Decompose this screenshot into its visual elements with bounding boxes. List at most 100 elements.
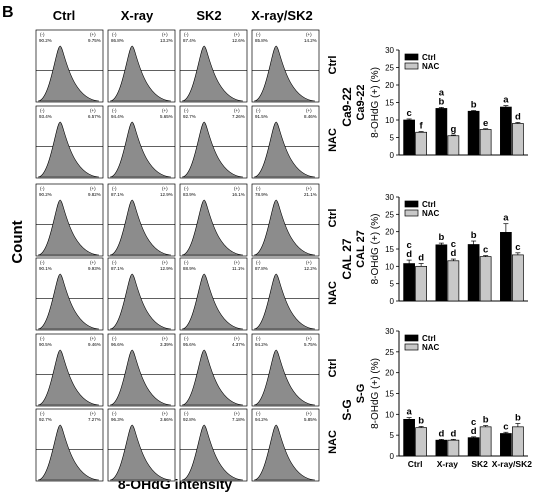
y-tick-label: 25 xyxy=(385,64,394,73)
significance-letter: b xyxy=(438,232,444,243)
gate-neg-value: 91.5% xyxy=(255,114,268,119)
gate-pos-value: 7.18% xyxy=(232,417,245,422)
legend-label-ctrl: Ctrl xyxy=(422,334,436,343)
bar-nac xyxy=(447,135,460,156)
bar-nac xyxy=(512,426,524,457)
y-tick-label: 10 xyxy=(385,116,394,125)
gate-neg-label: (-) xyxy=(184,32,189,37)
histogram-peak xyxy=(37,273,100,330)
gate-neg-value: 85.8% xyxy=(255,38,268,43)
gate-neg-label: (-) xyxy=(112,411,117,416)
y-axis-label: 8-OHdG (+) (%) xyxy=(370,358,381,429)
gate-pos-value: 12.6% xyxy=(232,38,245,43)
gate-pos-label: (+) xyxy=(234,336,240,341)
y-tick-label: 20 xyxy=(385,228,394,237)
significance-letter: c xyxy=(483,245,488,256)
gate-neg-value: 94.2% xyxy=(255,342,268,347)
y-tick-label: 20 xyxy=(385,81,394,90)
legend-swatch-nac xyxy=(404,343,419,351)
bar-ctrl xyxy=(500,433,512,457)
x-tick-label: Ctrl xyxy=(408,459,423,469)
gate-neg-label: (-) xyxy=(112,32,117,37)
bar-nac xyxy=(415,265,427,302)
gate-pos-value: 7.27% xyxy=(88,417,101,422)
y-tick-label: 0 xyxy=(390,452,395,461)
bar-ctrl xyxy=(435,439,448,457)
gate-neg-value: 87.8% xyxy=(255,266,268,271)
legend-label-ctrl: Ctrl xyxy=(422,200,436,209)
gate-pos-value: 9.93% xyxy=(88,266,101,271)
gate-pos-label: (+) xyxy=(162,32,168,37)
gate-neg-label: (-) xyxy=(256,260,261,265)
gate-pos-label: (+) xyxy=(306,260,312,265)
histogram-peak xyxy=(181,424,244,481)
histogram-peak xyxy=(109,199,172,256)
histogram-peak xyxy=(181,45,244,102)
gate-pos-value: 5.75% xyxy=(304,342,317,347)
gate-neg-label: (-) xyxy=(40,186,45,191)
y-tick-label: 15 xyxy=(385,390,394,399)
significance-letter: d xyxy=(418,253,424,264)
gate-pos-label: (+) xyxy=(162,186,168,191)
y-tick-label: 15 xyxy=(385,99,394,108)
histogram-peak xyxy=(37,199,100,256)
legend-label-nac: NAC xyxy=(422,343,440,352)
significance-letter: b xyxy=(418,415,424,426)
gate-pos-value: 7.26% xyxy=(232,114,245,119)
gate-neg-label: (-) xyxy=(40,32,45,37)
significance-letter: c xyxy=(406,108,411,119)
significance-letter: a xyxy=(439,87,445,98)
gate-neg-value: 92.7% xyxy=(39,417,52,422)
histogram-peak xyxy=(37,424,100,481)
gate-neg-value: 94.2% xyxy=(255,417,268,422)
gate-neg-value: 90.2% xyxy=(39,192,52,197)
gate-neg-label: (-) xyxy=(112,336,117,341)
significance-letter: c xyxy=(451,239,456,250)
y-tick-label: 5 xyxy=(390,280,395,289)
gate-neg-value: 87.1% xyxy=(111,266,124,271)
gate-neg-value: 92.7% xyxy=(183,114,196,119)
gate-pos-label: (+) xyxy=(90,411,96,416)
gate-pos-label: (+) xyxy=(306,186,312,191)
histogram-peak xyxy=(181,199,244,256)
y-tick-label: 30 xyxy=(385,327,394,336)
histogram-peak xyxy=(253,121,316,178)
row-label-2: Ctrl xyxy=(327,209,339,228)
gate-neg-value: 96.3% xyxy=(111,417,124,422)
significance-letter: d xyxy=(450,248,456,259)
gate-neg-label: (-) xyxy=(40,336,45,341)
gate-pos-value: 9.82% xyxy=(88,192,101,197)
gate-pos-label: (+) xyxy=(234,32,240,37)
gate-pos-value: 3.66% xyxy=(160,417,173,422)
panel-label: B xyxy=(2,4,14,21)
gate-neg-label: (-) xyxy=(40,108,45,113)
bar-nac xyxy=(415,131,427,156)
row-label-5: NAC xyxy=(327,430,339,454)
significance-letter: e xyxy=(483,118,488,129)
row-label-1: NAC xyxy=(327,128,339,152)
gate-neg-label: (-) xyxy=(184,260,189,265)
gate-neg-label: (-) xyxy=(112,260,117,265)
significance-letter: f xyxy=(420,121,424,132)
gate-neg-value: 88.9% xyxy=(183,266,196,271)
bar-nac xyxy=(415,427,427,457)
cell-line-label: S-G xyxy=(355,384,367,404)
bar-ctrl xyxy=(403,263,415,302)
gate-pos-label: (+) xyxy=(162,108,168,113)
row-label-0: Ctrl xyxy=(327,56,339,75)
significance-letter: c xyxy=(406,240,411,251)
gate-pos-value: 14.2% xyxy=(304,38,317,43)
significance-letter: d xyxy=(438,428,444,439)
significance-letter: a xyxy=(406,407,412,418)
bar-nac xyxy=(479,426,492,457)
gate-neg-value: 78.9% xyxy=(255,192,268,197)
gate-pos-value: 8.46% xyxy=(304,114,317,119)
x-tick-label: X-ray/SK2 xyxy=(492,459,532,469)
legend-swatch-nac xyxy=(404,62,419,70)
gate-pos-value: 12.2% xyxy=(304,266,317,271)
histogram-peak xyxy=(253,273,316,330)
bar-nac xyxy=(479,256,492,302)
